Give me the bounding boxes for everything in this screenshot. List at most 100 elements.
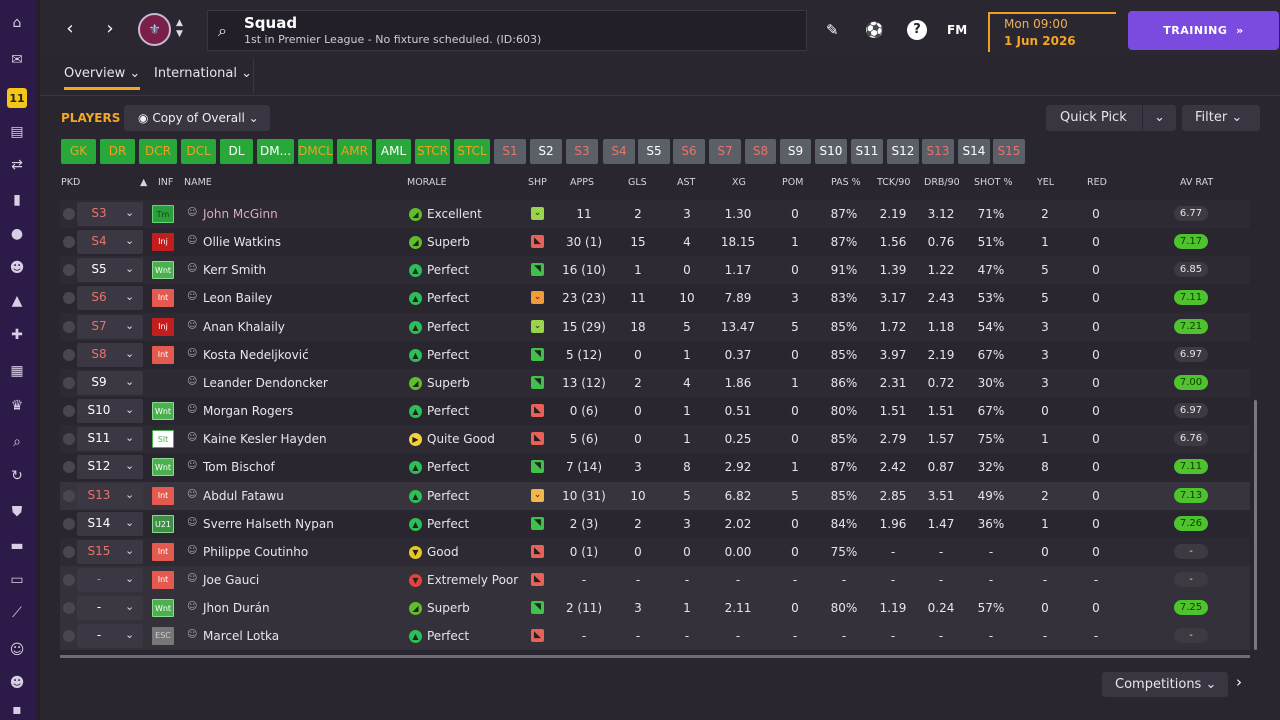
position-selector[interactable]: - ⌄ <box>77 624 143 649</box>
home-icon[interactable]: ⌂ <box>12 15 22 31</box>
table-row[interactable]: S11 ⌄ Slt ☺ Kaine Kesler Hayden ▶ Quite Good ◣ 5… <box>60 425 1250 454</box>
club-info-icon[interactable]: ⛊ <box>11 504 23 520</box>
player-name[interactable]: Anan Khalaily <box>203 319 285 334</box>
col-name[interactable]: NAME <box>184 177 212 188</box>
col-pas[interactable]: PAS % <box>831 177 861 188</box>
position-chip-dr[interactable]: DR <box>100 139 135 164</box>
position-selector[interactable]: S8 ⌄ <box>77 342 143 367</box>
position-chip-s6[interactable]: S6 <box>673 139 705 164</box>
back-button[interactable]: ‹ <box>66 18 74 39</box>
tab-international[interactable]: International ⌄ <box>154 66 252 81</box>
sort-up-icon[interactable]: ▲ <box>140 177 148 188</box>
dynamics-icon[interactable]: ● <box>10 226 24 242</box>
col-yel[interactable]: YEL <box>1037 177 1055 188</box>
table-row[interactable]: S6 ⌄ Int ☺ Leon Bailey ▲ Perfect ⌄ 23 (23) 11 10 7.… <box>60 284 1250 312</box>
position-selector[interactable]: - ⌄ <box>77 596 143 621</box>
player-name[interactable]: Tom Bischof <box>203 460 275 475</box>
search-icon[interactable]: ⌕ <box>218 21 227 40</box>
player-name[interactable]: Ollie Watkins <box>203 235 281 250</box>
position-chip-dmcl[interactable]: DMCL <box>298 139 333 164</box>
table-row[interactable]: S14 ⌄ U21 ☺ Sverre Halseth Nypan ▲ Perfect ◥ 2 (… <box>60 510 1250 538</box>
info-badge[interactable]: Wnt <box>152 261 174 280</box>
pick-checkbox[interactable] <box>63 405 75 418</box>
position-chip-s7[interactable]: S7 <box>709 139 741 164</box>
position-chip-dcl[interactable]: DCL <box>181 139 216 164</box>
position-selector[interactable]: S13 ⌄ <box>77 483 143 508</box>
info-badge[interactable]: Int <box>152 486 174 505</box>
club-switch-chevron-icon[interactable]: ▲ ▼ <box>176 18 183 39</box>
scouting-icon[interactable]: ⌕ <box>13 434 21 450</box>
data-hub-icon[interactable]: ▮ <box>13 192 21 208</box>
edit-icon[interactable]: ✎ <box>826 21 839 39</box>
quick-pick-button[interactable]: Quick Pick ⌄ <box>1046 105 1176 131</box>
position-chip-s3[interactable]: S3 <box>566 139 598 164</box>
under21-icon[interactable]: ☺ <box>9 642 25 658</box>
competitions-selector[interactable]: Competitions ⌄ <box>1102 672 1228 697</box>
training-continue-button[interactable]: TRAINING » <box>1128 11 1279 50</box>
position-chip-aml[interactable]: AML <box>376 139 411 164</box>
chevron-right-icon[interactable]: › <box>1236 673 1242 691</box>
forward-button[interactable]: › <box>106 18 114 39</box>
table-row[interactable]: S12 ⌄ Wnt ☺ Tom Bischof ▲ Perfect ◥ 7 (14) 3 8 2.92… <box>60 453 1250 481</box>
position-selector[interactable]: S10 ⌄ <box>77 399 143 424</box>
tab-overview[interactable]: Overview ⌄ <box>64 66 141 90</box>
info-badge[interactable]: Wnt <box>152 599 174 618</box>
col-xg[interactable]: XG <box>732 177 746 188</box>
pick-checkbox[interactable] <box>63 348 75 361</box>
search-box[interactable]: ⌕ Squad 1st in Premier League - No fixtu… <box>207 10 807 51</box>
info-badge[interactable]: Slt <box>152 430 174 449</box>
col-morale[interactable]: MORALE <box>407 177 447 188</box>
player-name[interactable]: Abdul Fatawu <box>203 488 284 503</box>
player-name[interactable]: Marcel Lotka <box>203 629 280 644</box>
match-ball-icon[interactable]: ⚽ <box>865 21 884 39</box>
position-chip-stcl[interactable]: STCL <box>454 139 490 164</box>
info-badge[interactable]: ESC <box>152 627 174 646</box>
col-inf[interactable]: INF <box>158 177 174 188</box>
pick-checkbox[interactable] <box>63 433 75 446</box>
position-chip-s5[interactable]: S5 <box>638 139 670 164</box>
pick-checkbox[interactable] <box>63 545 75 558</box>
pick-checkbox[interactable] <box>63 630 75 643</box>
table-row[interactable]: S5 ⌄ Wnt ☺ Kerr Smith ▲ Perfect ◥ 16 (10) 1 0 1.17 0… <box>60 256 1250 285</box>
transfer-icon[interactable]: ⇄ <box>11 157 23 173</box>
medical-icon[interactable]: ✚ <box>11 327 23 343</box>
table-row[interactable]: S15 ⌄ Int ☺ Philippe Coutinho ▼ Good ◣ 0 (1) 0 0 0.… <box>60 537 1250 566</box>
player-name[interactable]: John McGinn <box>203 207 278 221</box>
position-chip-dm[interactable]: DM... <box>257 139 294 164</box>
pick-checkbox[interactable] <box>63 517 75 530</box>
player-name[interactable]: Sverre Halseth Nypan <box>203 516 334 531</box>
position-selector[interactable]: - ⌄ <box>77 567 143 592</box>
table-row[interactable]: S4 ⌄ Inj ☺ Ollie Watkins ◢ Superb ◣ 30 (1) 15 4 18.… <box>60 228 1250 256</box>
club-vision-icon[interactable]: ▲ <box>11 293 23 309</box>
position-chip-dcr[interactable]: DCR <box>139 139 177 164</box>
pick-checkbox[interactable] <box>63 264 75 277</box>
table-row[interactable]: S7 ⌄ Inj ☺ Anan Khalaily ▲ Perfect ⌄ 15 (29) 18 5 1… <box>60 312 1250 341</box>
position-selector[interactable]: S11 ⌄ <box>77 427 143 452</box>
col-shp[interactable]: SHP <box>528 177 547 188</box>
position-selector[interactable]: S9 ⌄ <box>77 370 143 395</box>
pick-checkbox[interactable] <box>63 489 75 502</box>
table-row[interactable]: - ⌄ Int ☺ Joe Gauci ▼ Extremely Poor ◣ - - - - - - - - -… <box>60 565 1250 594</box>
position-chip-gk[interactable]: GK <box>61 139 96 164</box>
info-badge[interactable]: Tm <box>152 205 174 223</box>
table-row[interactable]: S9 ⌄ ☺ Leander Dendoncker ◢ Superb ◥ 13 (12) 2 4 1… <box>60 368 1250 397</box>
player-name[interactable]: Jhon Durán <box>203 601 270 616</box>
position-chip-s9[interactable]: S9 <box>780 139 811 164</box>
table-row[interactable]: S13 ⌄ Int ☺ Abdul Fatawu ▲ Perfect ⌄ 10 (31) 10 5 6… <box>60 481 1250 510</box>
tactics-icon[interactable]: ▤ <box>10 124 24 140</box>
col-avrat[interactable]: AV RAT <box>1180 177 1214 188</box>
position-chip-amr[interactable]: AMR <box>337 139 372 164</box>
player-name[interactable]: Kaine Kesler Hayden <box>203 432 327 447</box>
player-name[interactable]: Kerr Smith <box>203 263 267 278</box>
fm-logo[interactable]: FM <box>947 23 968 37</box>
position-selector[interactable]: S14 ⌄ <box>77 511 143 536</box>
pick-checkbox[interactable] <box>63 461 75 474</box>
position-selector[interactable]: S12 ⌄ <box>77 455 143 480</box>
pick-checkbox[interactable] <box>63 376 75 389</box>
position-chip-dl[interactable]: DL <box>220 139 253 164</box>
position-chip-s14[interactable]: S14 <box>958 139 990 164</box>
position-selector[interactable]: S7 ⌄ <box>77 314 143 339</box>
help-icon[interactable]: ? <box>907 20 927 40</box>
competitions-icon[interactable]: ♛ <box>10 398 24 414</box>
position-chip-s15[interactable]: S15 <box>993 139 1025 164</box>
